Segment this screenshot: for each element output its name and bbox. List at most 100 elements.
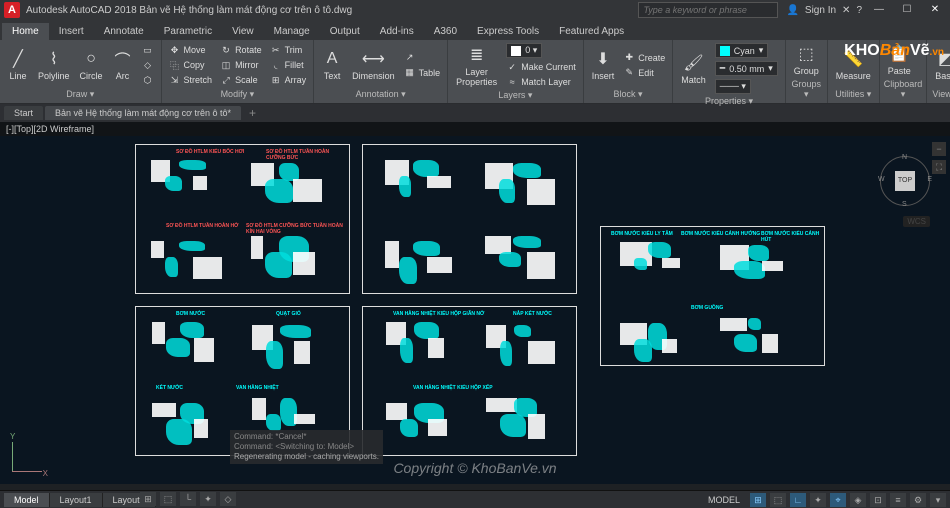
edit-block-button[interactable]: ✎Edit — [620, 66, 668, 80]
draw-misc-3[interactable]: ⬡ — [139, 73, 157, 87]
panel-clipboard-title[interactable]: Clipboard ▾ — [884, 78, 923, 101]
make-current-button[interactable]: ✓Make Current — [503, 60, 579, 74]
layer-properties-button[interactable]: ≣Layer Properties — [452, 43, 501, 89]
ribbon-tabs: Home Insert Annotate Parametric View Man… — [0, 20, 950, 40]
tab-annotate[interactable]: Annotate — [94, 23, 154, 40]
panel-modify-title[interactable]: Modify ▾ — [166, 88, 310, 101]
minimize-button[interactable]: — — [868, 2, 890, 18]
fillet-button[interactable]: ◟Fillet — [267, 58, 310, 72]
drawing-element — [413, 241, 440, 256]
status-toggle-4[interactable]: ✦ — [810, 493, 826, 507]
signin-label[interactable]: Sign In — [805, 5, 836, 16]
status-ortho[interactable]: └ — [180, 492, 196, 506]
tab-featured[interactable]: Featured Apps — [549, 23, 634, 40]
drawing-element — [662, 339, 677, 353]
drawing-sheet: SƠ ĐỒ HTLM KIỂU BỐC HƠISƠ ĐỒ HTLM TUẦN H… — [135, 144, 350, 294]
linetype-combo[interactable]: ─── ▾ — [712, 78, 781, 95]
drawing-canvas[interactable]: SƠ ĐỒ HTLM KIỂU BỐC HƠISƠ ĐỒ HTLM TUẦN H… — [0, 136, 950, 484]
app-logo[interactable]: A — [4, 2, 20, 18]
viewcube[interactable]: TOP N S E W — [880, 156, 930, 206]
rotate-button[interactable]: ↻Rotate — [217, 43, 265, 57]
exchange-icon[interactable]: ✕ — [842, 5, 850, 16]
status-toggle-5[interactable]: ⌖ — [830, 493, 846, 507]
group-button[interactable]: ⬚Group — [790, 42, 823, 78]
tab-manage[interactable]: Manage — [264, 23, 320, 40]
wcs-badge[interactable]: WCS — [903, 216, 930, 227]
trim-button[interactable]: ✂Trim — [267, 43, 310, 57]
status-toggle-9[interactable]: ⚙ — [910, 493, 926, 507]
status-toggle-7[interactable]: ⊡ — [870, 493, 886, 507]
circle-button[interactable]: ○Circle — [76, 47, 107, 83]
tab-addins[interactable]: Add-ins — [370, 23, 424, 40]
scale-button[interactable]: ⤢Scale — [217, 73, 265, 87]
help-icon[interactable]: ? — [856, 5, 862, 16]
tab-output[interactable]: Output — [320, 23, 370, 40]
status-grid[interactable]: ⊞ — [140, 492, 156, 506]
polyline-button[interactable]: ⌇Polyline — [34, 47, 74, 83]
status-osnap[interactable]: ◇ — [220, 492, 236, 506]
layout1-tab[interactable]: Layout1 — [50, 493, 103, 507]
color-combo[interactable]: Cyan ▾ — [712, 42, 781, 59]
panel-utilities-title[interactable]: Utilities ▾ — [832, 88, 875, 101]
status-toggle-3[interactable]: ∟ — [790, 493, 806, 507]
add-tab-button[interactable]: + — [243, 106, 262, 120]
layer-combo[interactable]: 0 ▾ — [503, 42, 579, 59]
tab-insert[interactable]: Insert — [49, 23, 94, 40]
arc-button[interactable]: ⌒Arc — [109, 47, 137, 83]
status-toggle-1[interactable]: ⊞ — [750, 493, 766, 507]
tab-express[interactable]: Express Tools — [467, 23, 549, 40]
mirror-button[interactable]: ◫Mirror — [217, 58, 265, 72]
status-toggle-2[interactable]: ⬚ — [770, 493, 786, 507]
copy-button[interactable]: ⿻Copy — [166, 58, 216, 72]
model-status[interactable]: MODEL — [702, 495, 746, 505]
panel-annotation-title[interactable]: Annotation ▾ — [318, 88, 443, 101]
status-snap[interactable]: ⬚ — [160, 492, 176, 506]
text-button[interactable]: AText — [318, 47, 346, 83]
drawing-element — [399, 176, 411, 197]
status-polar[interactable]: ✦ — [200, 492, 216, 506]
draw-misc-1[interactable]: ▭ — [139, 43, 157, 57]
move-button[interactable]: ✥Move — [166, 43, 216, 57]
dimension-button[interactable]: ⟷Dimension — [348, 47, 399, 83]
panel-layers-title[interactable]: Layers ▾ — [452, 89, 579, 102]
status-toggle-10[interactable]: ▾ — [930, 493, 946, 507]
maximize-button[interactable]: ☐ — [896, 2, 918, 18]
start-tab[interactable]: Start — [4, 106, 43, 120]
signin-icon[interactable]: 👤 — [786, 5, 798, 16]
viewcube-face[interactable]: TOP — [895, 171, 915, 191]
viewport-label[interactable]: [-][Top][2D Wireframe] — [0, 122, 950, 136]
match-layer-button[interactable]: ≈Match Layer — [503, 75, 579, 89]
match-properties-button[interactable]: 🖌Match — [677, 51, 710, 87]
create-block-button[interactable]: ✚Create — [620, 51, 668, 65]
table-button[interactable]: ▦Table — [401, 66, 444, 80]
nav-minus[interactable]: − — [932, 142, 946, 156]
panel-groups-title[interactable]: Groups ▾ — [790, 78, 823, 101]
lineweight-combo[interactable]: ━ 0.50 mm ▾ — [712, 60, 781, 77]
tab-a360[interactable]: A360 — [424, 23, 467, 40]
insert-button[interactable]: ⬇Insert — [588, 47, 619, 83]
tab-view[interactable]: View — [222, 23, 264, 40]
array-icon: ⊞ — [270, 74, 282, 86]
close-button[interactable]: ✕ — [924, 2, 946, 18]
line-button[interactable]: ╱Line — [4, 47, 32, 83]
command-line[interactable]: Command: *Cancel* Command: <Switching to… — [230, 430, 383, 464]
file-tab[interactable]: Bản vẽ Hệ thống làm mát động cơ trên ô t… — [45, 106, 241, 120]
panel-properties-title[interactable]: Properties ▾ — [677, 95, 780, 108]
panel-block-title[interactable]: Block ▾ — [588, 88, 669, 101]
tab-home[interactable]: Home — [2, 23, 49, 40]
draw-misc-2[interactable]: ◇ — [139, 58, 157, 72]
nav-full[interactable]: ⛶ — [932, 160, 946, 174]
search-input[interactable] — [638, 2, 778, 18]
panel-draw-title[interactable]: Draw ▾ — [4, 88, 157, 101]
stretch-button[interactable]: ⇲Stretch — [166, 73, 216, 87]
drawing-element — [527, 252, 555, 279]
panel-view-title[interactable]: View ▾ — [931, 88, 950, 101]
array-button[interactable]: ⊞Array — [267, 73, 310, 87]
copyright-watermark: Copyright © KhoBanVe.vn — [393, 460, 556, 476]
tab-parametric[interactable]: Parametric — [154, 23, 222, 40]
leader-button[interactable]: ↗ — [401, 51, 444, 65]
model-tab[interactable]: Model — [4, 493, 50, 507]
status-toggle-8[interactable]: ≡ — [890, 493, 906, 507]
status-toggle-6[interactable]: ◈ — [850, 493, 866, 507]
drawing-element — [294, 414, 315, 424]
